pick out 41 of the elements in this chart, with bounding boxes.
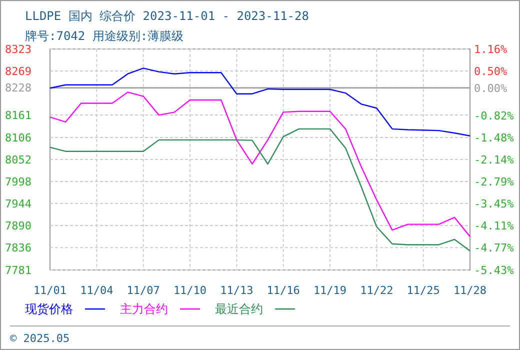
y2-tick-label: -5.43% <box>474 264 514 277</box>
y2-tick-label: 1.16% <box>474 42 508 56</box>
y-tick-label: 8161 <box>5 108 32 122</box>
x-tick-label: 11/22 <box>360 284 394 297</box>
x-tick-label: 11/07 <box>126 284 160 297</box>
y-tick-label: 7944 <box>5 197 32 210</box>
x-tick-label: 11/25 <box>406 284 440 297</box>
x-tick-label: 11/19 <box>313 284 347 297</box>
x-tick-label: 11/04 <box>80 284 114 297</box>
y2-tick-label: 0.00% <box>474 82 508 95</box>
y-tick-label: 7781 <box>5 264 32 277</box>
text: © 2025.05 <box>10 332 70 345</box>
y-tick-label: 8228 <box>5 82 32 95</box>
legend-label: 现货价格 <box>25 302 73 316</box>
y2-tick-label: 0.50% <box>474 64 508 78</box>
chart-subtitle: 牌号:7042 用途级别:薄膜级 <box>25 29 184 43</box>
x-tick-label: 11/10 <box>173 284 207 297</box>
y2-tick-label: -4.11% <box>474 220 514 233</box>
y-tick-label: 8269 <box>5 64 32 78</box>
y2-tick-label: -0.82% <box>474 109 514 122</box>
y-tick-label: 7836 <box>5 241 32 254</box>
y2-tick-label: -2.79% <box>474 175 514 188</box>
y2-tick-label: -1.48% <box>474 131 514 144</box>
line-series <box>49 68 471 136</box>
y-tick-label: 8323 <box>5 42 32 56</box>
legend-label: 主力合约 <box>120 302 168 316</box>
y2-tick-label: -3.45% <box>474 197 514 210</box>
y-tick-label: 7890 <box>5 219 32 232</box>
y2-tick-label: -2.14% <box>474 154 514 167</box>
x-tick-label: 11/16 <box>266 284 300 297</box>
x-tick-label: 11/13 <box>220 284 254 297</box>
x-tick-label: 11/28 <box>453 284 487 297</box>
line-series <box>49 128 471 252</box>
line-series <box>49 92 471 238</box>
legend-label: 最近合约 <box>215 302 263 316</box>
y-tick-label: 8106 <box>5 131 32 144</box>
chart-title: LLDPE 国内 综合价 2023-11-01 - 2023-11-28 <box>25 9 309 23</box>
y-tick-label: 7998 <box>5 175 32 188</box>
x-tick-label: 11/01 <box>33 284 67 297</box>
y2-tick-label: -4.77% <box>474 242 514 255</box>
y-tick-label: 8052 <box>5 153 32 166</box>
